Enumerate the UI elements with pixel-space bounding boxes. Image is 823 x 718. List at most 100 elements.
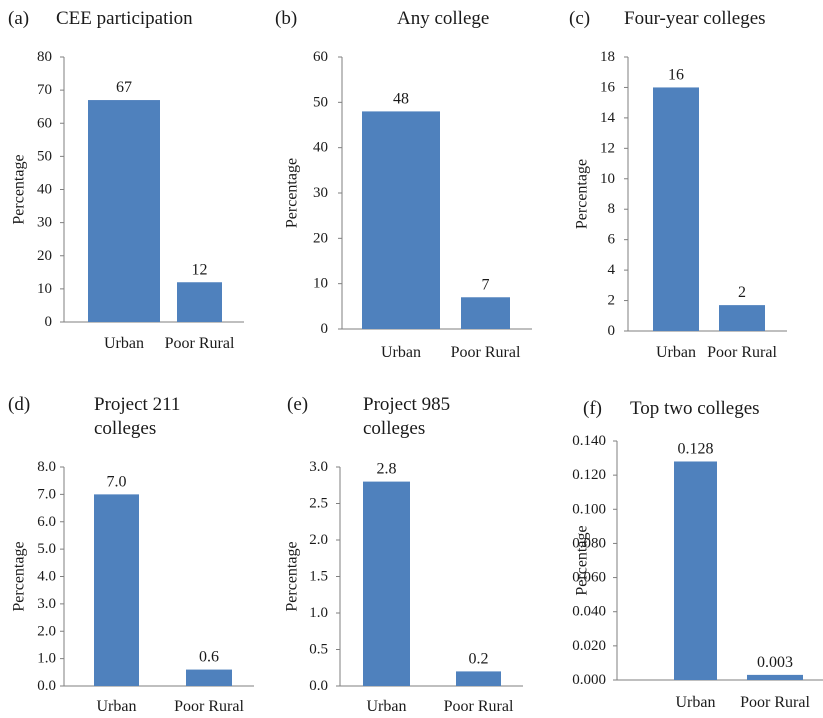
panel-2-y-tick-label-0: 0 xyxy=(321,321,329,337)
panel-3-y-tick-label-6: 12 xyxy=(600,140,615,156)
panel-4-data-label-1: 7.0 xyxy=(107,473,127,490)
panel-5-y-tick-label-0: 0.0 xyxy=(309,678,328,694)
panel-3-y-tick-label-9: 18 xyxy=(600,49,615,65)
panel-6-y-tick-label-6: 0.120 xyxy=(572,467,606,483)
panel-3-category-label-2: Poor Rural xyxy=(707,344,777,361)
panel-1-category-label-1: Urban xyxy=(104,335,144,352)
panel-1-y-tick-label-7: 70 xyxy=(37,82,52,98)
panel-4-title-line-2: colleges xyxy=(94,418,156,439)
panel-2-bar-2 xyxy=(461,297,510,329)
panel-2-category-label-1: Urban xyxy=(381,344,421,361)
panel-4-y-tick-label-0: 0.0 xyxy=(37,678,56,694)
panel-1-title-line-1: CEE participation xyxy=(56,8,193,29)
panel-6-y-axis-title: Percentage xyxy=(574,525,591,595)
panel-4-data-label-2: 0.6 xyxy=(199,649,219,666)
panel-2-panel-label: (b) xyxy=(275,8,297,29)
panel-5-bar-1 xyxy=(363,481,410,686)
panel-2-category-label-2: Poor Rural xyxy=(451,344,521,361)
panel-5-y-axis-title: Percentage xyxy=(284,541,301,611)
panel-3-y-tick-label-7: 14 xyxy=(600,110,616,126)
panel-3-data-label-2: 2 xyxy=(738,284,746,301)
panel-1-data-label-2: 12 xyxy=(192,261,208,278)
panel-3-category-label-1: Urban xyxy=(656,344,696,361)
panel-3-y-tick-label-5: 10 xyxy=(600,171,615,187)
panel-3-panel-label: (c) xyxy=(569,8,590,29)
panel-6-y-tick-label-2: 0.040 xyxy=(572,604,606,620)
panel-1-y-tick-label-0: 0 xyxy=(45,314,53,330)
panel-2-y-tick-label-3: 30 xyxy=(313,185,328,201)
panel-3-y-tick-label-8: 16 xyxy=(600,79,616,95)
panel-2-y-tick-label-2: 20 xyxy=(313,230,328,246)
panel-5-y-tick-label-5: 2.5 xyxy=(309,496,328,512)
panel-5-title-line-1: Project 985 xyxy=(363,394,450,415)
panel-6-category-label-2: Poor Rural xyxy=(740,694,810,711)
panel-2-title-line-1: Any college xyxy=(397,8,489,29)
panel-4-y-tick-label-6: 6.0 xyxy=(37,514,56,530)
panel-5-category-label-2: Poor Rural xyxy=(444,698,514,715)
panel-5-y-tick-label-1: 0.5 xyxy=(309,642,328,658)
panel-4-y-tick-label-1: 1.0 xyxy=(37,651,56,667)
panel-6-y-tick-label-3: 0.060 xyxy=(572,570,606,586)
panel-1-y-tick-label-6: 60 xyxy=(37,115,52,131)
panel-4-category-label-1: Urban xyxy=(97,698,137,715)
panel-1-data-label-1: 67 xyxy=(116,79,132,96)
panel-6-y-tick-label-5: 0.100 xyxy=(572,501,606,517)
panel-1-y-tick-label-3: 30 xyxy=(37,215,52,231)
panel-6-category-label-1: Urban xyxy=(676,694,716,711)
panel-6-y-tick-label-1: 0.020 xyxy=(572,638,606,654)
panel-6-data-label-1: 0.128 xyxy=(678,440,714,457)
panel-3-bar-1 xyxy=(653,87,699,331)
panel-1-panel-label: (a) xyxy=(8,8,29,29)
panel-4-y-tick-label-8: 8.0 xyxy=(37,459,56,475)
panel-1-bar-2 xyxy=(177,282,222,322)
panel-1-y-tick-label-8: 80 xyxy=(37,49,52,65)
panel-6-y-tick-label-4: 0.080 xyxy=(572,535,606,551)
panel-4-bar-2 xyxy=(186,669,232,686)
panel-3-y-tick-label-3: 6 xyxy=(608,232,616,248)
panel-3-y-tick-label-2: 4 xyxy=(608,262,616,278)
panel-6-data-label-2: 0.003 xyxy=(757,654,793,671)
panel-1-y-tick-label-1: 10 xyxy=(37,281,52,297)
panel-3-title-line-1: Four-year colleges xyxy=(624,8,766,29)
panel-1-y-tick-label-4: 40 xyxy=(37,182,52,198)
panel-2-data-label-2: 7 xyxy=(482,276,490,293)
panel-3-y-axis-title: Percentage xyxy=(574,159,591,229)
panel-5-panel-label: (e) xyxy=(287,394,308,415)
panel-5-y-tick-label-6: 3.0 xyxy=(309,459,328,475)
panel-1-bar-1 xyxy=(88,100,160,322)
panel-1-y-tick-label-5: 50 xyxy=(37,148,52,164)
panel-1-category-label-2: Poor Rural xyxy=(165,335,235,352)
panel-3-y-tick-label-0: 0 xyxy=(608,323,616,339)
panel-4-y-tick-label-2: 2.0 xyxy=(37,623,56,639)
panel-2-y-tick-label-6: 60 xyxy=(313,49,328,65)
panel-4-y-tick-label-3: 3.0 xyxy=(37,596,56,612)
panel-2-bar-1 xyxy=(362,111,440,330)
panel-4-title-line-1: Project 211 xyxy=(94,394,180,415)
panel-2-y-tick-label-4: 40 xyxy=(313,140,328,156)
panel-5-data-label-1: 2.8 xyxy=(377,461,397,478)
panel-6-y-tick-label-7: 0.140 xyxy=(572,433,606,449)
panel-3-data-label-1: 16 xyxy=(668,66,684,83)
panel-5-title-line-2: colleges xyxy=(363,418,425,439)
panel-4-bar-1 xyxy=(94,494,139,686)
panel-5-category-label-1: Urban xyxy=(367,698,407,715)
panel-4-panel-label: (d) xyxy=(8,394,30,415)
panel-6-bar-2 xyxy=(747,674,803,680)
panel-6-y-tick-label-0: 0.000 xyxy=(572,672,606,688)
panel-5-data-label-2: 0.2 xyxy=(469,650,489,667)
panel-2-y-tick-label-5: 50 xyxy=(313,94,328,110)
panel-5-bar-2 xyxy=(456,671,501,686)
panel-6-title-line-1: Top two colleges xyxy=(630,398,760,419)
panel-2-y-axis-title: Percentage xyxy=(284,158,301,228)
panel-6-bar-1 xyxy=(674,461,717,680)
panel-4-category-label-2: Poor Rural xyxy=(174,698,244,715)
panel-1-y-tick-label-2: 20 xyxy=(37,248,52,264)
panel-5-y-tick-label-2: 1.0 xyxy=(309,605,328,621)
panel-1-y-axis-title: Percentage xyxy=(11,154,28,224)
panel-3-bar-2 xyxy=(719,305,765,331)
panel-5-y-tick-label-3: 1.5 xyxy=(309,569,328,585)
panel-3-y-tick-label-4: 8 xyxy=(608,201,616,217)
panel-4-y-axis-title: Percentage xyxy=(11,541,28,611)
panel-6-panel-label: (f) xyxy=(583,398,602,419)
